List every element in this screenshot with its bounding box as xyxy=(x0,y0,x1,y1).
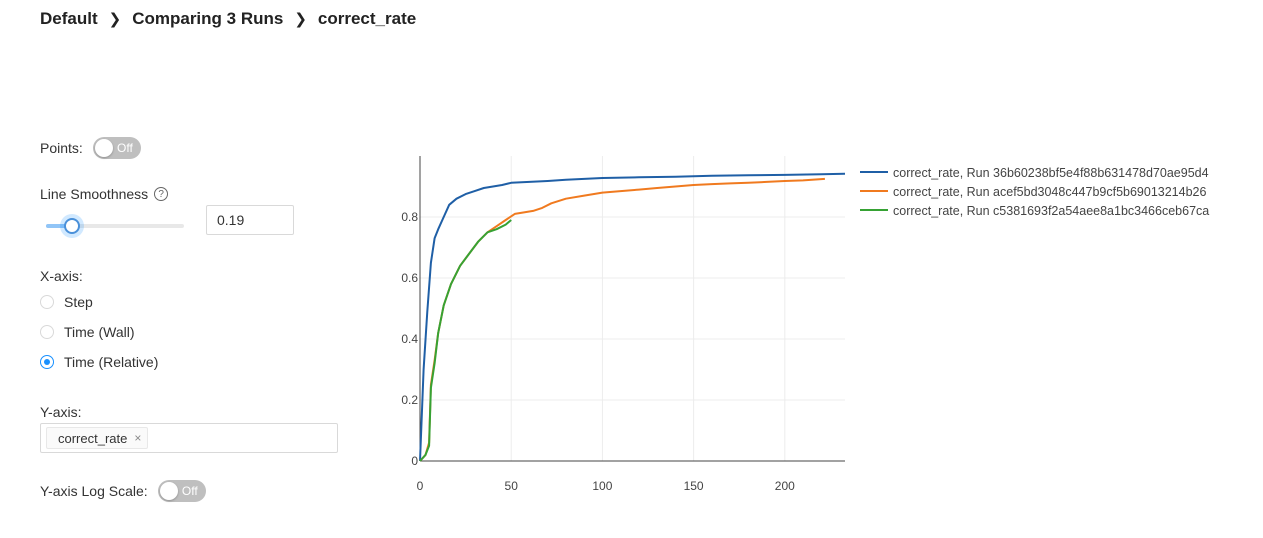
chevron-right-icon: ❯ xyxy=(294,11,307,28)
close-icon[interactable]: × xyxy=(134,431,142,445)
slider-handle[interactable] xyxy=(64,218,81,234)
logscale-label: Y-axis Log Scale: xyxy=(40,483,148,499)
series-line-3 xyxy=(419,219,512,462)
y-tick-label: 0.4 xyxy=(401,332,418,346)
points-label: Points: xyxy=(40,140,83,156)
x-tick-label: 100 xyxy=(592,479,612,493)
xaxis-label-row: X-axis: xyxy=(40,268,83,284)
xaxis-option-step[interactable]: Step xyxy=(40,294,93,310)
x-tick-label: 50 xyxy=(505,479,519,493)
toggle-knob xyxy=(94,139,113,157)
slider-track-fill xyxy=(46,224,73,228)
legend-item-2: correct_rate, Run acef5bd3048c447b9cf5b6… xyxy=(893,185,1206,199)
logscale-toggle-text: Off xyxy=(181,484,198,498)
breadcrumb-item-default[interactable]: Default xyxy=(40,9,98,28)
breadcrumb: Default ❯ Comparing 3 Runs ❯ correct_rat… xyxy=(40,9,416,29)
metric-line-chart[interactable]: 0 50 100 150 200 0 0.2 0.4 0.6 0.8 correct_rate, R… xyxy=(380,140,1260,510)
help-icon[interactable]: ? xyxy=(154,187,169,201)
radio-relative-time[interactable] xyxy=(40,355,54,369)
yaxis-tag-label: correct_rate xyxy=(58,430,128,446)
xaxis-option-wall-time[interactable]: Time (Wall) xyxy=(40,324,135,340)
xaxis-option-relative-time[interactable]: Time (Relative) xyxy=(40,354,158,370)
radio-step[interactable] xyxy=(40,295,54,309)
xaxis-label: X-axis: xyxy=(40,268,83,284)
xaxis-option-label[interactable]: Time (Relative) xyxy=(64,354,159,370)
legend-item-3: correct_rate, Run c5381693f2a54aee8a1bc3… xyxy=(893,204,1209,218)
logscale-toggle[interactable]: Off xyxy=(157,480,206,502)
yaxis-select[interactable]: correct_rate × xyxy=(40,423,338,453)
radio-wall-time[interactable] xyxy=(40,325,54,339)
smoothness-slider[interactable] xyxy=(46,218,184,234)
toggle-knob xyxy=(159,482,178,500)
x-tick-label: 0 xyxy=(417,479,424,493)
y-tick-label: 0 xyxy=(411,454,418,468)
yaxis-label-row: Y-axis: xyxy=(40,404,82,420)
points-toggle-text: Off xyxy=(117,141,133,155)
smoothness-input[interactable]: 0.19 xyxy=(206,205,294,235)
logscale-row: Y-axis Log Scale: Off xyxy=(40,480,206,502)
smoothness-row: Line Smoothness ? xyxy=(40,186,169,202)
breadcrumb-item-comparing-runs[interactable]: Comparing 3 Runs xyxy=(132,9,284,28)
y-tick-label: 0.6 xyxy=(401,271,418,285)
chevron-right-icon: ❯ xyxy=(108,11,122,28)
x-tick-label: 200 xyxy=(775,479,795,493)
breadcrumb-item-metric: correct_rate xyxy=(317,9,417,28)
legend-item-1: correct_rate, Run 36b60238bf5e4f88b63147… xyxy=(893,166,1209,180)
y-tick-label: 0.8 xyxy=(401,210,418,224)
series-line-1 xyxy=(419,172,846,462)
y-tick-label: 0.2 xyxy=(401,393,418,407)
xaxis-option-label[interactable]: Step xyxy=(64,294,93,310)
series-line-2 xyxy=(419,177,825,462)
xaxis-option-label[interactable]: Time (Wall) xyxy=(64,324,135,340)
yaxis-label: Y-axis: xyxy=(40,404,82,420)
x-tick-label: 150 xyxy=(684,479,704,493)
smoothness-label: Line Smoothness xyxy=(40,186,149,202)
points-toggle[interactable]: Off xyxy=(92,137,141,159)
yaxis-tag: correct_rate × xyxy=(46,427,149,449)
points-row: Points: Off xyxy=(40,137,141,159)
